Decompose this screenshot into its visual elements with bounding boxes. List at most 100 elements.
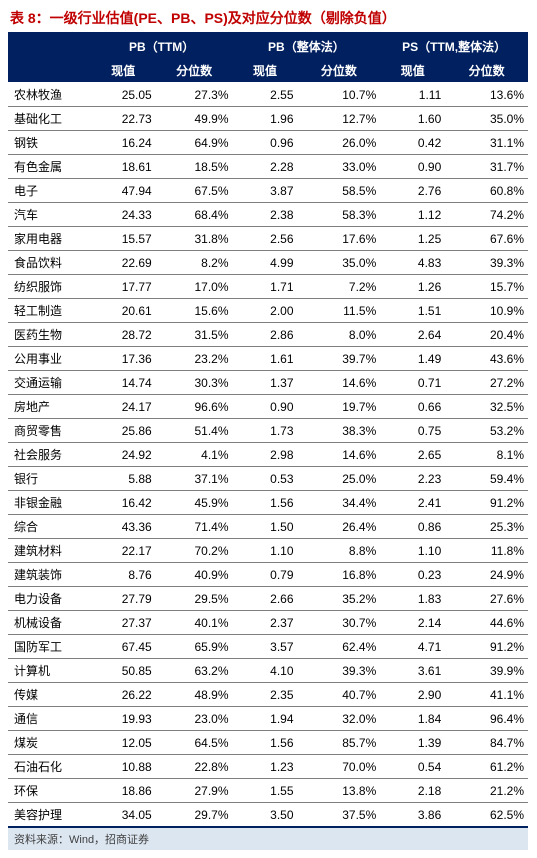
cell-v2: 2.55 xyxy=(233,83,298,107)
table-row: 建筑材料22.1770.2%1.108.8%1.1011.8% xyxy=(8,539,528,563)
cell-p1: 45.9% xyxy=(156,491,233,515)
cell-v3: 1.84 xyxy=(380,707,445,731)
cell-v1: 19.93 xyxy=(91,707,156,731)
cell-v1: 16.24 xyxy=(91,131,156,155)
table-row: 石油石化10.8822.8%1.2370.0%0.5461.2% xyxy=(8,755,528,779)
cell-v3: 0.23 xyxy=(380,563,445,587)
cell-v2: 2.98 xyxy=(233,443,298,467)
cell-v1: 50.85 xyxy=(91,659,156,683)
cell-v2: 2.28 xyxy=(233,155,298,179)
table-row: 公用事业17.3623.2%1.6139.7%1.4943.6% xyxy=(8,347,528,371)
header-blank xyxy=(8,33,91,59)
cell-v3: 1.39 xyxy=(380,731,445,755)
cell-p3: 25.3% xyxy=(445,515,528,539)
cell-v1: 20.61 xyxy=(91,299,156,323)
table-row: 银行5.8837.1%0.5325.0%2.2359.4% xyxy=(8,467,528,491)
cell-p1: 31.5% xyxy=(156,323,233,347)
row-label: 家用电器 xyxy=(8,227,91,251)
cell-p3: 27.2% xyxy=(445,371,528,395)
row-label: 轻工制造 xyxy=(8,299,91,323)
header-group-pb-ttm: PB（TTM） xyxy=(91,33,233,59)
cell-v2: 3.87 xyxy=(233,179,298,203)
cell-v3: 2.41 xyxy=(380,491,445,515)
cell-p2: 19.7% xyxy=(298,395,381,419)
cell-p3: 8.1% xyxy=(445,443,528,467)
cell-p2: 33.0% xyxy=(298,155,381,179)
cell-v2: 0.96 xyxy=(233,131,298,155)
row-label: 农林牧渔 xyxy=(8,83,91,107)
row-label: 医药生物 xyxy=(8,323,91,347)
cell-v1: 15.57 xyxy=(91,227,156,251)
cell-v2: 1.71 xyxy=(233,275,298,299)
cell-v3: 0.75 xyxy=(380,419,445,443)
cell-v2: 1.50 xyxy=(233,515,298,539)
cell-p2: 25.0% xyxy=(298,467,381,491)
row-label: 商贸零售 xyxy=(8,419,91,443)
cell-p1: 37.1% xyxy=(156,467,233,491)
cell-p2: 14.6% xyxy=(298,443,381,467)
cell-p2: 16.8% xyxy=(298,563,381,587)
cell-v1: 26.22 xyxy=(91,683,156,707)
header-group-pb-whole: PB（整体法） xyxy=(233,33,381,59)
cell-v3: 1.25 xyxy=(380,227,445,251)
cell-v1: 34.05 xyxy=(91,803,156,828)
cell-p1: 23.0% xyxy=(156,707,233,731)
cell-v3: 2.76 xyxy=(380,179,445,203)
cell-p3: 10.9% xyxy=(445,299,528,323)
cell-p1: 18.5% xyxy=(156,155,233,179)
table-row: 环保18.8627.9%1.5513.8%2.1821.2% xyxy=(8,779,528,803)
cell-p3: 27.6% xyxy=(445,587,528,611)
cell-v3: 2.65 xyxy=(380,443,445,467)
cell-v3: 3.61 xyxy=(380,659,445,683)
cell-p3: 32.5% xyxy=(445,395,528,419)
cell-v1: 8.76 xyxy=(91,563,156,587)
cell-p3: 35.0% xyxy=(445,107,528,131)
cell-p2: 8.8% xyxy=(298,539,381,563)
cell-v2: 3.50 xyxy=(233,803,298,828)
table-row: 电力设备27.7929.5%2.6635.2%1.8327.6% xyxy=(8,587,528,611)
cell-p2: 40.7% xyxy=(298,683,381,707)
table-row: 钢铁16.2464.9%0.9626.0%0.4231.1% xyxy=(8,131,528,155)
cell-v3: 2.18 xyxy=(380,779,445,803)
row-label: 建筑装饰 xyxy=(8,563,91,587)
cell-v1: 17.77 xyxy=(91,275,156,299)
cell-v3: 4.83 xyxy=(380,251,445,275)
row-label: 煤炭 xyxy=(8,731,91,755)
row-label: 有色金属 xyxy=(8,155,91,179)
cell-p2: 14.6% xyxy=(298,371,381,395)
cell-p2: 12.7% xyxy=(298,107,381,131)
cell-p1: 63.2% xyxy=(156,659,233,683)
cell-v2: 0.53 xyxy=(233,467,298,491)
cell-v3: 1.49 xyxy=(380,347,445,371)
cell-p3: 62.5% xyxy=(445,803,528,828)
cell-p1: 27.9% xyxy=(156,779,233,803)
table-row: 汽车24.3368.4%2.3858.3%1.1274.2% xyxy=(8,203,528,227)
cell-p2: 17.6% xyxy=(298,227,381,251)
cell-p2: 70.0% xyxy=(298,755,381,779)
cell-p2: 58.3% xyxy=(298,203,381,227)
table-row: 基础化工22.7349.9%1.9612.7%1.6035.0% xyxy=(8,107,528,131)
cell-p3: 43.6% xyxy=(445,347,528,371)
cell-v2: 1.37 xyxy=(233,371,298,395)
cell-p1: 71.4% xyxy=(156,515,233,539)
cell-p1: 70.2% xyxy=(156,539,233,563)
header-blank-2 xyxy=(8,59,91,83)
cell-v3: 1.51 xyxy=(380,299,445,323)
cell-v2: 1.56 xyxy=(233,491,298,515)
subheader-v3: 现值 xyxy=(380,59,445,83)
cell-p1: 40.1% xyxy=(156,611,233,635)
cell-p3: 44.6% xyxy=(445,611,528,635)
cell-p3: 20.4% xyxy=(445,323,528,347)
cell-p3: 13.6% xyxy=(445,83,528,107)
row-label: 交通运输 xyxy=(8,371,91,395)
cell-v2: 2.56 xyxy=(233,227,298,251)
subheader-p2: 分位数 xyxy=(298,59,381,83)
valuation-table: PB（TTM） PB（整体法） PS（TTM,整体法） 现值 分位数 现值 分位… xyxy=(8,32,528,828)
cell-v2: 2.00 xyxy=(233,299,298,323)
subheader-p3: 分位数 xyxy=(445,59,528,83)
cell-v3: 1.12 xyxy=(380,203,445,227)
cell-p3: 67.6% xyxy=(445,227,528,251)
cell-v2: 0.79 xyxy=(233,563,298,587)
cell-p2: 35.2% xyxy=(298,587,381,611)
row-label: 通信 xyxy=(8,707,91,731)
